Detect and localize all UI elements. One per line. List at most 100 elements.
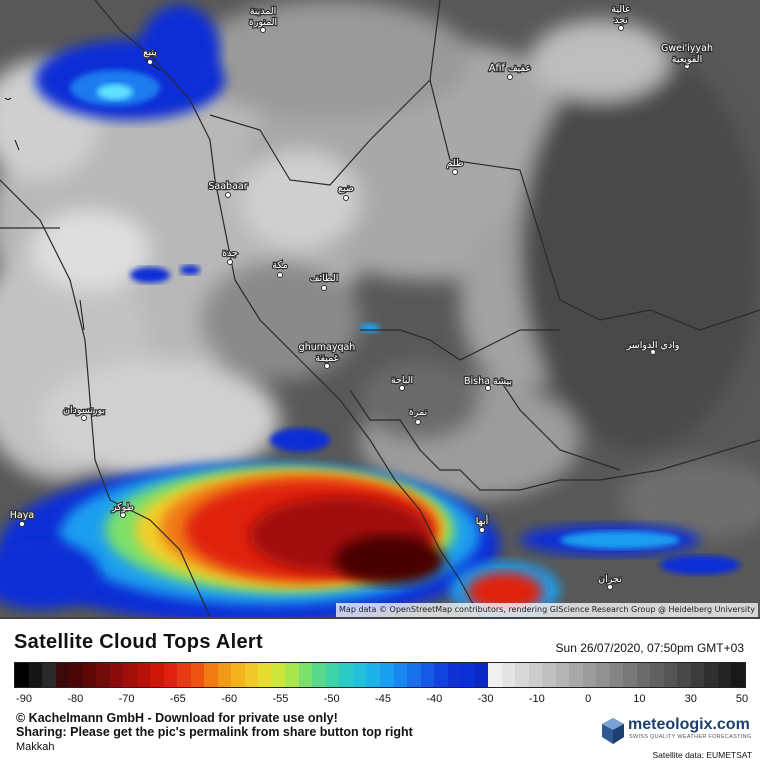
city-makkah[interactable]: مكة [271, 259, 289, 278]
scale-cell [123, 663, 138, 687]
city-ghumayqah[interactable]: ghumayqah غميقة [297, 341, 357, 369]
scale-cell [271, 663, 286, 687]
legend-datetime: Sun 26/07/2020, 07:50pm GMT+03 [555, 641, 744, 655]
city-saabaar[interactable]: Saabaar [207, 180, 249, 198]
scale-cell [217, 663, 232, 687]
scale-cell [312, 663, 327, 687]
scale-cell [150, 663, 165, 687]
city-bisha[interactable]: Bisha بيشة [463, 375, 513, 391]
city-abha[interactable]: أبها [475, 513, 490, 533]
cloud-layer [0, 0, 760, 540]
scale-tick-label: -50 [323, 693, 340, 705]
scale-cell [434, 663, 449, 687]
city-wadi-dawasir[interactable]: وادي الدواسر [624, 339, 681, 355]
legend-title: Satellite Cloud Tops Alert [14, 631, 263, 653]
scale-cell [690, 663, 705, 687]
city-yanbu[interactable]: ينبع [142, 46, 158, 65]
scale-cell [136, 663, 151, 687]
copyright-text: © Kachelmann GmbH - Download for private… [16, 711, 338, 725]
scale-cell [231, 663, 246, 687]
svg-text:ghumayqah: ghumayqah [299, 342, 356, 353]
scale-cell [515, 663, 530, 687]
svg-text:نجران: نجران [598, 574, 622, 585]
scale-cell [407, 663, 422, 687]
satellite-map[interactable]: المدينة المنورة ينبع Saabaar جدة مكة الط… [0, 0, 760, 617]
city-aliyat-najd[interactable]: عالية نجد [610, 3, 632, 31]
scale-cell [380, 663, 395, 687]
scale-cell [596, 663, 611, 687]
scale-tick-label: 30 [684, 693, 697, 705]
svg-text:وادي الدواسر: وادي الدواسر [626, 340, 680, 351]
city-namirah[interactable]: نمرة [408, 406, 428, 425]
scale-tick-label: 10 [633, 693, 646, 705]
svg-text:Afif عفيف: Afif عفيف [489, 63, 531, 74]
svg-text:ينبع: ينبع [143, 47, 157, 58]
city-haya[interactable]: Haya [9, 509, 35, 527]
map-attribution: Map data © OpenStreetMap contributors, r… [336, 603, 758, 617]
svg-text:بورتسودان: بورتسودان [63, 405, 105, 416]
city-afif[interactable]: Afif عفيف [488, 62, 532, 80]
scale-cell [636, 663, 651, 687]
city-dubaa[interactable]: ضبع [337, 182, 355, 201]
svg-text:المدينة: المدينة [250, 6, 277, 17]
svg-text:المنورة: المنورة [249, 17, 277, 28]
scale-tick-label: -10 [528, 693, 545, 705]
svg-text:Saabaar: Saabaar [208, 181, 247, 192]
scale-tick-label: 50 [735, 693, 749, 705]
scale-cell [28, 663, 43, 687]
svg-text:الباحة: الباحة [391, 375, 413, 386]
scale-tick-label: -90 [16, 693, 32, 705]
scale-cell [298, 663, 313, 687]
scale-cell [663, 663, 678, 687]
scale-cell [15, 663, 30, 687]
scale-cell [569, 663, 584, 687]
scale-cell [461, 663, 476, 687]
scale-cell [204, 663, 219, 687]
scale-cell [420, 663, 435, 687]
scale-cell [190, 663, 205, 687]
city-jeddah[interactable]: جدة [221, 247, 239, 265]
scale-cell [285, 663, 300, 687]
svg-text:القويعية: القويعية [672, 54, 702, 65]
scale-cell [609, 663, 624, 687]
color-scale [14, 662, 746, 688]
logo-text: meteologix.com [628, 716, 750, 733]
scale-cell [677, 663, 692, 687]
svg-text:طوكر: طوكر [111, 502, 134, 513]
city-baha[interactable]: الباحة [390, 374, 414, 391]
scale-cell [488, 663, 503, 687]
legend-panel: Satellite Cloud Tops Alert Sun 26/07/202… [0, 617, 760, 762]
scale-cell [109, 663, 124, 687]
logo-cube-icon [602, 718, 624, 744]
borders [0, 0, 760, 617]
scale-cell [42, 663, 57, 687]
svg-text:ظلم: ظلم [446, 158, 463, 169]
storm-complex [0, 265, 740, 617]
scale-cell [96, 663, 111, 687]
scale-cell [542, 663, 557, 687]
satellite-credit: Satellite data: EUMETSAT [652, 750, 752, 760]
scale-cell [177, 663, 192, 687]
map-canvas: المدينة المنورة ينبع Saabaar جدة مكة الط… [0, 0, 760, 617]
city-quwayiyah[interactable]: Gwei'iyyah القويعية [660, 42, 714, 69]
city-port-sudan[interactable]: بورتسودان [62, 404, 106, 421]
city-zalim[interactable]: ظلم [445, 157, 465, 175]
svg-text:أبها: أبها [476, 514, 489, 527]
location-text: Makkah [16, 741, 55, 753]
svg-text:Gwei'iyyah: Gwei'iyyah [661, 43, 713, 54]
city-najran[interactable]: نجران [597, 573, 623, 590]
city-madinah[interactable]: المدينة المنورة [248, 5, 278, 33]
scale-cell [366, 663, 381, 687]
city-taif[interactable]: الطائف [308, 272, 340, 291]
scale-tick-label: -70 [118, 693, 135, 705]
svg-text:جدة: جدة [222, 248, 238, 259]
scale-cell [447, 663, 462, 687]
scale-tick-label: -80 [67, 693, 84, 705]
scale-cell [555, 663, 570, 687]
meteologix-logo[interactable]: meteologix.com SWISS QUALITY WEATHER FOR… [602, 716, 752, 748]
cold-cloud-north [35, 5, 225, 120]
scale-cell [339, 663, 354, 687]
scale-cell [55, 663, 70, 687]
city-tokar[interactable]: طوكر [110, 501, 135, 518]
scale-tick-label: -55 [272, 693, 289, 705]
